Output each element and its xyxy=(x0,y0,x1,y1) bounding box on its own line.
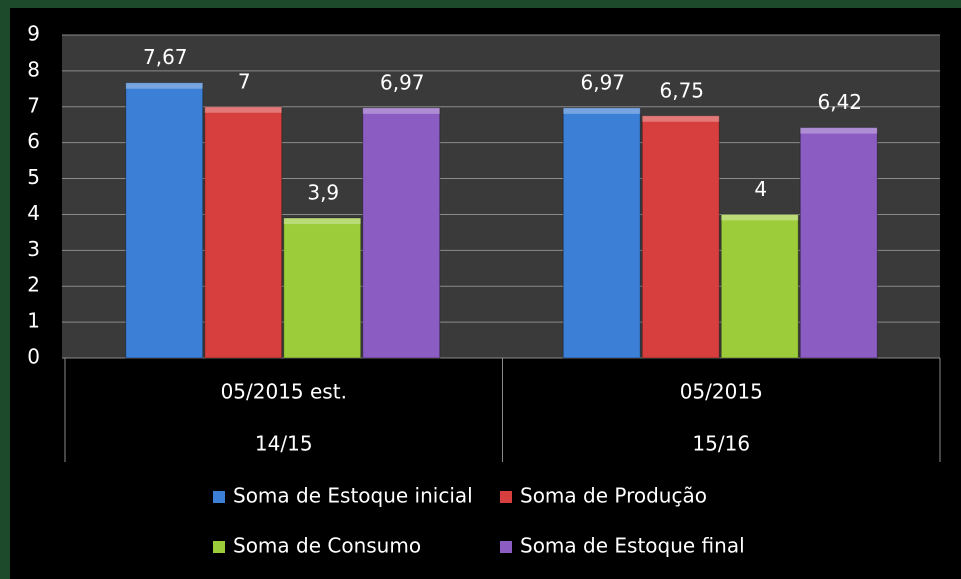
legend-marker xyxy=(213,491,225,503)
bar xyxy=(125,82,204,359)
bar xyxy=(562,107,641,359)
bar xyxy=(204,106,283,359)
bar-highlight xyxy=(800,127,878,134)
legend-label: Soma de Consumo xyxy=(233,534,421,558)
y-tick-label: 8 xyxy=(27,57,40,81)
data-label: 4 xyxy=(754,177,767,201)
bar-highlight xyxy=(204,106,282,113)
x-group-label: 15/16 xyxy=(692,432,750,456)
y-tick-label: 9 xyxy=(27,22,40,46)
y-tick-label: 2 xyxy=(27,273,40,297)
y-tick-label: 0 xyxy=(27,345,40,369)
bar-highlight xyxy=(563,107,641,114)
legend-marker xyxy=(500,491,512,503)
bar-highlight xyxy=(283,218,361,225)
legend-label: Soma de Estoque inicial xyxy=(233,484,473,508)
bar xyxy=(283,217,362,359)
legend-marker xyxy=(213,541,225,553)
x-tick-label: 05/2015 est. xyxy=(221,380,347,404)
bar-highlight xyxy=(642,115,720,122)
data-label: 7,67 xyxy=(143,45,188,69)
x-tick-label: 05/2015 xyxy=(680,380,763,404)
bar xyxy=(641,115,720,359)
legend-label: Soma de Produção xyxy=(520,484,707,508)
legend-label: Soma de Estoque final xyxy=(520,534,745,558)
y-tick-label: 1 xyxy=(27,309,40,333)
bar xyxy=(720,213,799,359)
data-label: 6,42 xyxy=(817,90,862,114)
y-tick-label: 7 xyxy=(27,93,40,117)
bar-highlight xyxy=(362,107,440,114)
bar-highlight xyxy=(125,82,203,89)
data-label: 6,75 xyxy=(659,78,704,102)
x-group-label: 14/15 xyxy=(255,432,313,456)
bar-highlight xyxy=(721,214,799,221)
bar xyxy=(362,107,441,359)
y-tick-label: 3 xyxy=(27,237,40,261)
data-label: 6,97 xyxy=(580,70,625,94)
y-tick-label: 6 xyxy=(27,129,40,153)
y-tick-label: 5 xyxy=(27,165,40,189)
data-label: 3,9 xyxy=(307,181,339,205)
data-label: 6,97 xyxy=(380,70,425,94)
bar xyxy=(799,127,878,359)
data-label: 7 xyxy=(238,69,251,93)
legend-marker xyxy=(500,541,512,553)
y-tick-label: 4 xyxy=(27,201,40,225)
